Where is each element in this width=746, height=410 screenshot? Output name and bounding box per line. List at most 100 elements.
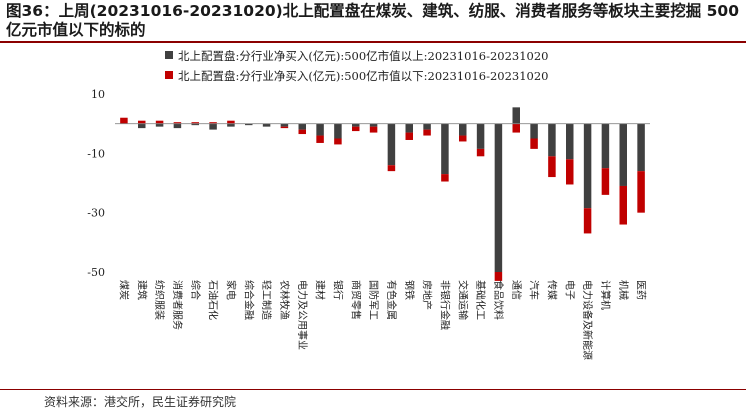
bar-above-500 [387, 123, 396, 166]
bar-below-500 [405, 132, 413, 140]
x-tick-label: 煤炭 [117, 280, 130, 300]
bar-below-500 [512, 123, 520, 133]
bar-below-500 [227, 120, 235, 124]
x-tick-label: 综合 [189, 280, 202, 300]
bar-above-500 [494, 123, 503, 273]
x-tick-label: 国防军工 [367, 280, 380, 320]
x-tick-label: 钢铁 [403, 280, 416, 300]
x-tick-label: 非银行金融 [438, 280, 451, 330]
bar-below-500 [494, 272, 503, 281]
bar-above-500 [405, 123, 413, 133]
bar-above-500 [352, 123, 360, 127]
bar-above-500 [262, 123, 271, 127]
y-tick-label: -50 [87, 266, 105, 279]
y-tick-label: -30 [87, 207, 105, 220]
bar-below-500 [387, 165, 396, 172]
legend: 北上配置盘:分行业净买入(亿元):500亿市值以上:20231016-20231… [165, 49, 549, 83]
legend-swatch [165, 71, 173, 79]
x-tick-label: 家电 [224, 280, 237, 300]
bar-below-500 [316, 135, 324, 143]
bar-below-500 [155, 120, 164, 124]
bar-above-500 [369, 123, 378, 127]
x-tick-label: 通信 [510, 280, 522, 300]
bar-below-500 [566, 159, 574, 185]
x-tick-label: 机械 [617, 280, 630, 300]
bar-below-500 [601, 168, 610, 195]
x-axis: 煤炭 建筑 纺织服装 消费者服务 综合 石油石化 家电 综合金融 轻工制造 农林牧渔 电力及公用事业… [117, 280, 646, 360]
bar-below-500 [441, 174, 449, 182]
bar-below-500 [352, 126, 360, 132]
bar-above-500 [138, 123, 146, 129]
title-divider [0, 41, 746, 43]
bar-above-500 [459, 123, 467, 136]
x-tick-label: 医药 [635, 280, 647, 300]
x-tick-label: 农林牧渔 [278, 280, 291, 320]
bar-below-500 [548, 156, 556, 178]
x-tick-label: 基础化工 [474, 280, 487, 320]
bar-above-500 [173, 123, 182, 129]
bar-above-500 [298, 123, 306, 130]
bar-below-500 [138, 120, 146, 124]
y-axis: 10 -10 -30 -50 [87, 88, 105, 279]
x-tick-label: 建筑 [135, 280, 148, 300]
bar-below-500 [280, 126, 289, 129]
chart-title: 图36：上周(20231016-20231020)北上配置盘在煤炭、建筑、纺服、… [6, 2, 739, 39]
bar-above-500 [245, 123, 253, 126]
bars [115, 107, 650, 281]
bar-above-500 [280, 123, 289, 127]
legend-label: 北上配置盘:分行业净买入(亿元):500亿市值以上:20231016-20231… [178, 49, 549, 63]
x-tick-label: 建材 [314, 280, 327, 300]
bar-above-500 [619, 123, 627, 186]
bar-below-500 [209, 122, 217, 124]
bar-above-500 [566, 123, 574, 160]
bar-above-500 [155, 123, 164, 127]
x-tick-label: 轻工制造 [260, 280, 273, 320]
legend-swatch [165, 51, 173, 59]
bar-above-500 [316, 123, 324, 136]
x-tick-label: 汽车 [528, 280, 541, 300]
bar-below-500 [583, 208, 592, 234]
x-tick-label: 综合金融 [242, 280, 255, 320]
bar-below-500 [423, 129, 431, 136]
bar-above-500 [191, 123, 199, 126]
x-tick-label: 计算机 [599, 280, 612, 310]
y-tick-label: 10 [91, 88, 105, 101]
bar-above-500 [227, 123, 235, 127]
bar-below-500 [120, 117, 128, 124]
x-tick-label: 交通运输 [456, 280, 469, 320]
bar-above-500 [423, 123, 431, 130]
bar-above-500 [548, 123, 556, 157]
bar-above-500 [209, 123, 217, 130]
bar-below-500 [191, 122, 199, 124]
bar-above-500 [530, 123, 538, 139]
bar-below-500 [298, 129, 306, 135]
x-tick-label: 纺织服装 [153, 280, 166, 320]
x-tick-label: 传媒 [545, 280, 557, 300]
bar-above-500 [441, 123, 449, 175]
bar-below-500 [476, 148, 485, 157]
bar-above-500 [601, 123, 610, 169]
bar-above-500 [334, 123, 342, 139]
bar-chart: 北上配置盘:分行业净买入(亿元):500亿市值以上:20231016-20231… [87, 49, 650, 360]
bar-below-500 [530, 138, 538, 149]
bar-below-500 [369, 126, 378, 133]
bar-above-500 [512, 107, 520, 124]
bar-above-500 [476, 123, 485, 149]
bar-below-500 [334, 138, 342, 145]
x-tick-label: 消费者服务 [171, 280, 184, 330]
x-tick-label: 有色金属 [385, 280, 398, 320]
bar-above-500 [637, 123, 645, 172]
x-tick-label: 电力设备及新能源 [581, 280, 594, 360]
y-tick-label: -10 [87, 147, 105, 160]
legend-label: 北上配置盘:分行业净买入(亿元):500亿市值以下:20231016-20231… [178, 69, 549, 83]
bar-below-500 [619, 185, 627, 225]
x-tick-label: 银行 [331, 280, 344, 300]
source-divider [0, 389, 746, 390]
bar-below-500 [459, 135, 467, 142]
x-tick-label: 食品饮料 [492, 280, 505, 320]
x-tick-label: 石油石化 [207, 280, 220, 320]
x-tick-label: 电子 [563, 280, 576, 300]
x-tick-label: 商贸零售 [349, 280, 362, 320]
bar-above-500 [583, 123, 592, 209]
bar-below-500 [173, 122, 182, 124]
